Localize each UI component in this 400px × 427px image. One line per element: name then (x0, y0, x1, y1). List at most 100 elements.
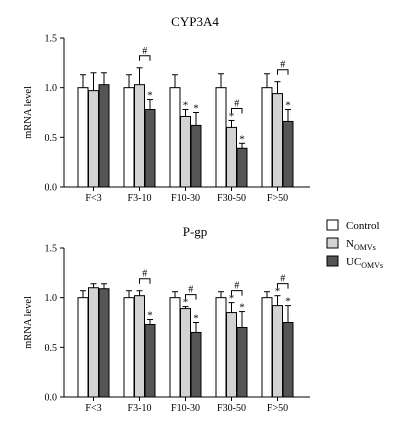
legend-item-1: Control (326, 219, 380, 232)
y-tick-label: 0.0 (45, 393, 58, 404)
bar-2 (134, 295, 145, 398)
legend-label: NOMVs (346, 238, 376, 252)
significance-mark: * (193, 313, 199, 325)
bar-group-2: * F3-10 (123, 67, 156, 204)
comparison-bracket (139, 278, 151, 284)
bar-2 (180, 308, 191, 398)
comparison-bracket (185, 294, 197, 300)
comparison-bracket (139, 55, 151, 61)
significance-mark: * (275, 286, 281, 298)
bar-group-5: * * F>50 (261, 286, 294, 414)
bar-1 (261, 297, 273, 398)
bar-2 (226, 126, 237, 188)
bar-2 (272, 305, 283, 398)
x-tick-label: F10-30 (171, 193, 200, 204)
bar-3 (190, 331, 202, 398)
bar-2 (180, 115, 191, 188)
bar-1 (169, 297, 181, 398)
significance-mark: * (193, 103, 199, 115)
y-tick-label: 1.5 (45, 34, 58, 45)
bar-1 (77, 297, 89, 398)
legend: Control NOMVs UCOMVs (326, 219, 383, 270)
significance-mark: * (183, 100, 189, 112)
bar-2 (134, 84, 145, 188)
comparison-mark: # (142, 269, 147, 280)
bar-group-3: * * F10-30 (169, 74, 202, 204)
x-tick-label: F30-50 (217, 193, 246, 204)
legend-item-3: UCOMVs (326, 255, 383, 270)
bar-1 (123, 87, 135, 188)
y-tick-label: 0.0 (45, 183, 58, 194)
chart-title: CYP3A4 (171, 14, 219, 29)
x-tick-label: F3-10 (128, 403, 152, 414)
comparison-bracket (231, 107, 243, 114)
y-tick-label: 1.0 (45, 83, 58, 94)
y-tick-label: 1.5 (45, 244, 58, 255)
legend-swatch (326, 219, 339, 231)
bar-group-4: * * F30-50 (215, 73, 248, 204)
bar-1 (77, 87, 89, 188)
bar-2 (272, 93, 283, 188)
bar-group-1: F<3 (77, 283, 110, 414)
comparison-mark: # (280, 274, 285, 285)
comparison-bracket (231, 290, 243, 296)
significance-mark: * (285, 296, 291, 308)
significance-mark: * (239, 302, 245, 314)
comparison-bracket (277, 283, 289, 289)
bar-group-3: * * F10-30 (169, 291, 202, 414)
bar-3 (236, 147, 248, 188)
significance-mark: * (147, 90, 153, 102)
chart-panel-1: CYP3A4 mRNA level 0.0 0.5 1.0 1.5 F<3 * F3-10 * * F… (23, 14, 310, 204)
significance-mark: * (239, 133, 245, 145)
bar-3 (282, 322, 294, 398)
bar-1 (215, 87, 227, 188)
bar-group-4: * * F30-50 (215, 291, 248, 414)
comparison-bracket (277, 69, 289, 75)
significance-mark: * (229, 293, 235, 305)
bar-1 (261, 87, 273, 188)
y-tick-label: 0.5 (45, 343, 58, 354)
significance-mark: * (285, 100, 291, 112)
comparison-mark: # (234, 98, 239, 109)
x-tick-label: F>50 (267, 403, 288, 414)
bar-3 (190, 124, 202, 188)
y-axis-label: mRNA level (23, 296, 34, 349)
x-tick-label: F10-30 (171, 403, 200, 414)
comparison-mark: # (188, 285, 193, 296)
legend-item-2: NOMVs (326, 237, 376, 252)
legend-label: UCOMVs (346, 256, 383, 270)
significance-mark: * (229, 110, 235, 122)
legend-swatch (326, 237, 339, 249)
x-tick-label: F<3 (85, 403, 101, 414)
bar-group-2: * F3-10 (123, 290, 156, 414)
comparison-mark: # (234, 281, 239, 292)
bar-3 (98, 84, 110, 188)
legend-swatch (326, 255, 339, 267)
bar-1 (215, 297, 227, 398)
x-tick-label: F<3 (85, 193, 101, 204)
bar-1 (123, 297, 135, 398)
bar-3 (144, 323, 156, 398)
bar-3 (282, 120, 294, 188)
legend-label: Control (346, 220, 380, 232)
bar-1 (169, 87, 181, 188)
y-tick-label: 0.5 (45, 133, 58, 144)
chart-panel-2: P-gp mRNA level 0.0 0.5 1.0 1.5 F<3 * F3-10 * * F10… (23, 224, 310, 414)
bar-group-5: * F>50 (261, 73, 294, 204)
bar-2 (88, 287, 99, 398)
comparison-mark: # (142, 46, 147, 57)
bar-3 (144, 109, 156, 188)
comparison-mark: # (280, 60, 285, 71)
y-axis-label: mRNA level (23, 86, 34, 139)
x-tick-label: F3-10 (128, 193, 152, 204)
bar-3 (98, 288, 110, 398)
y-tick-label: 1.0 (45, 293, 58, 304)
x-tick-label: F>50 (267, 193, 288, 204)
bar-3 (236, 326, 248, 398)
significance-mark: * (147, 310, 153, 322)
bar-2 (226, 312, 237, 398)
x-tick-label: F30-50 (217, 403, 246, 414)
bar-group-1: F<3 (77, 72, 110, 204)
bar-2 (88, 90, 99, 188)
